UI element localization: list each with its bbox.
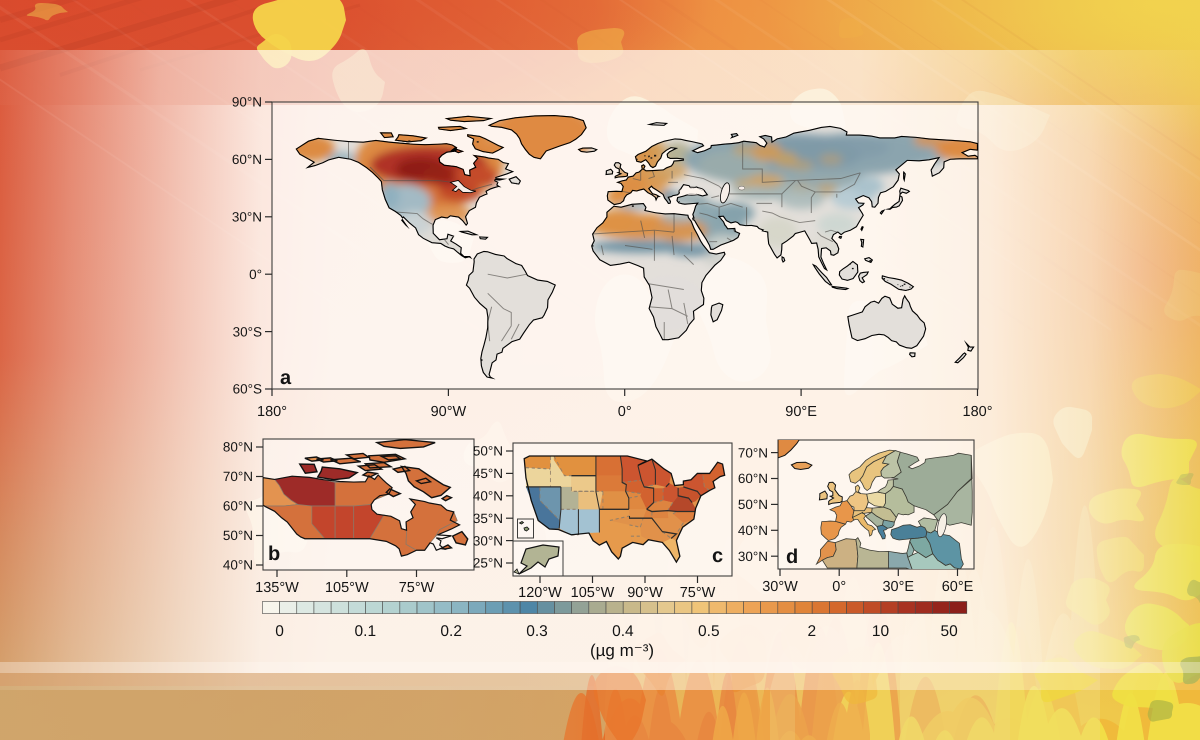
svg-text:0.1: 0.1 — [355, 623, 377, 640]
svg-text:80°N: 80°N — [223, 440, 253, 455]
svg-text:0°: 0° — [832, 579, 846, 595]
svg-text:50: 50 — [940, 623, 958, 640]
svg-text:30°E: 30°E — [882, 579, 914, 595]
svg-text:0.5: 0.5 — [698, 623, 720, 640]
svg-text:60°N: 60°N — [223, 499, 253, 514]
svg-text:2: 2 — [807, 623, 816, 640]
svg-text:40°N: 40°N — [473, 489, 503, 504]
svg-text:30°N: 30°N — [738, 549, 768, 564]
svg-text:0°: 0° — [249, 267, 262, 282]
svg-text:0°: 0° — [618, 404, 632, 420]
svg-text:35°N: 35°N — [473, 511, 503, 526]
svg-text:90°W: 90°W — [431, 404, 467, 420]
svg-text:180°: 180° — [257, 404, 287, 420]
svg-text:0.4: 0.4 — [612, 623, 634, 640]
svg-text:60°N: 60°N — [232, 152, 262, 167]
svg-text:50°N: 50°N — [473, 444, 503, 459]
svg-text:0.3: 0.3 — [526, 623, 548, 640]
svg-text:90°E: 90°E — [785, 404, 817, 420]
svg-text:30°W: 30°W — [762, 579, 798, 595]
svg-text:180°: 180° — [963, 404, 993, 420]
svg-text:40°N: 40°N — [738, 523, 768, 538]
svg-text:70°N: 70°N — [223, 469, 253, 484]
svg-text:0: 0 — [275, 623, 284, 640]
svg-text:50°N: 50°N — [738, 497, 768, 512]
svg-text:90°N: 90°N — [232, 95, 262, 110]
svg-text:a: a — [280, 367, 292, 389]
svg-text:60°E: 60°E — [942, 579, 974, 595]
svg-text:30°N: 30°N — [473, 533, 503, 548]
svg-text:b: b — [268, 543, 280, 565]
svg-text:d: d — [786, 546, 798, 568]
svg-text:10: 10 — [872, 623, 890, 640]
svg-text:0.2: 0.2 — [440, 623, 462, 640]
svg-text:105°W: 105°W — [325, 580, 369, 596]
svg-text:45°N: 45°N — [473, 466, 503, 481]
svg-text:70°N: 70°N — [738, 445, 768, 460]
svg-text:40°N: 40°N — [223, 558, 253, 573]
svg-text:60°N: 60°N — [738, 471, 768, 486]
svg-text:(µg m⁻³): (µg m⁻³) — [590, 641, 654, 660]
svg-text:120°W: 120°W — [518, 585, 562, 601]
svg-text:60°S: 60°S — [233, 382, 262, 397]
svg-text:25°N: 25°N — [473, 556, 503, 571]
svg-text:135°W: 135°W — [255, 580, 299, 596]
svg-text:75°W: 75°W — [680, 585, 716, 601]
svg-text:105°W: 105°W — [571, 585, 615, 601]
svg-text:30°S: 30°S — [233, 324, 262, 339]
svg-text:90°W: 90°W — [627, 585, 663, 601]
svg-text:30°N: 30°N — [232, 210, 262, 225]
svg-text:75°W: 75°W — [399, 580, 435, 596]
svg-text:c: c — [712, 545, 723, 567]
svg-text:50°N: 50°N — [223, 528, 253, 543]
